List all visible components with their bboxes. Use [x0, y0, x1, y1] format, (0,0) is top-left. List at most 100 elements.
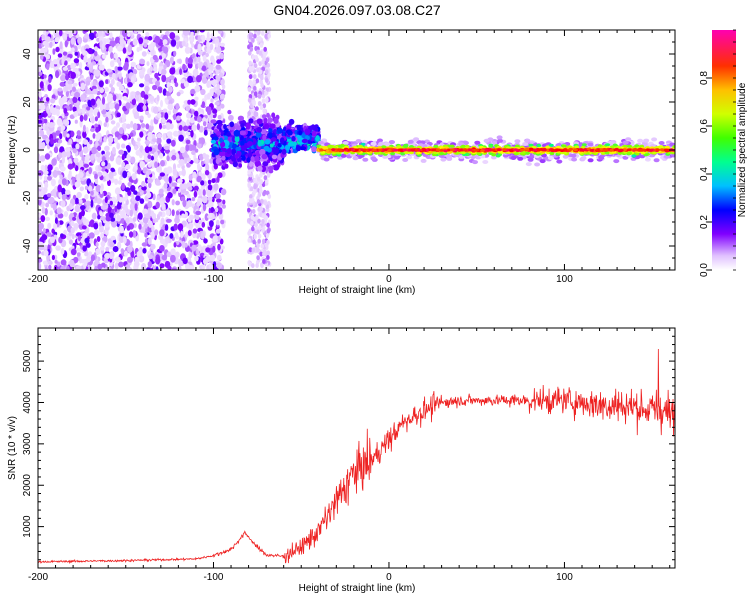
spectrogram-cell: [83, 55, 88, 63]
spectrogram-cell: [53, 231, 58, 236]
spectrogram-cell: [273, 117, 279, 124]
spectrogram-cell: [65, 147, 71, 152]
spectrogram-cell: [77, 217, 83, 225]
spectrogram-cell: [60, 187, 66, 196]
spectrogram-cell: [196, 116, 202, 123]
spectrogram-cell: [52, 169, 58, 178]
spectrogram-cell: [458, 154, 465, 159]
spectrogram-cell: [111, 146, 116, 155]
spectrogram-cell: [160, 160, 165, 167]
spectrogram-cell: [263, 52, 267, 58]
spectrogram-cell: [235, 125, 242, 131]
spectrogram-cell: [261, 213, 266, 219]
spectrogram-cell: [158, 211, 163, 217]
spectrogram-cell: [72, 177, 76, 186]
spectrogram-cell: [96, 236, 101, 242]
spectrogram-cell: [75, 265, 82, 270]
spectrogram-cell: [86, 142, 91, 149]
spectrogram-cell: [210, 119, 217, 124]
spectrogram-cell: [72, 82, 78, 87]
spectrogram-cell: [67, 80, 73, 85]
spectrogram-cell: [197, 43, 202, 51]
spectrogram-cell: [117, 45, 123, 52]
spectrogram-cell: [162, 108, 168, 113]
spectrogram-cell: [182, 199, 187, 208]
spectrogram-cell: [86, 255, 92, 263]
spectrogram-cell: [127, 245, 133, 253]
spectrogram-cell: [57, 184, 62, 193]
spectrogram-cell: [158, 87, 163, 94]
spectrogram-cell: [249, 194, 253, 200]
spectrogram-cell: [82, 146, 89, 154]
spectrogram-cell: [66, 265, 70, 270]
spectrogram-cell: [43, 74, 47, 79]
spectrogram-cell: [99, 58, 103, 66]
spectrogram-cell: [84, 85, 88, 92]
spectrogram-cell: [317, 140, 324, 145]
spectrogram-cell: [97, 263, 103, 270]
spectrogram-cell: [217, 114, 222, 120]
spectrogram-cell: [177, 223, 184, 232]
spectrogram-cell: [114, 178, 119, 185]
spectrogram-cell: [79, 114, 84, 122]
spectrogram-cell: [214, 37, 220, 45]
spectrogram-cell: [97, 214, 101, 220]
spectrogram-cell: [258, 69, 263, 75]
spectrogram-cell: [138, 70, 145, 76]
spectrogram-cell: [261, 227, 265, 233]
spectrogram-cell: [277, 143, 282, 148]
spectrogram-cell: [209, 43, 214, 50]
spectrogram-cell: [114, 205, 118, 213]
spectrogram-cell: [136, 46, 140, 53]
spectrogram-cell: [165, 218, 172, 223]
spectrogram-cell: [43, 175, 48, 181]
spectrogram-cell: [156, 94, 160, 102]
spectrogram-cell: [57, 213, 64, 219]
spectrogram-cell: [93, 229, 100, 236]
spectrogram-cell: [41, 206, 46, 214]
spectrogram-cell: [95, 241, 99, 248]
spectrogram-cell: [247, 237, 251, 243]
spectrogram-cell: [65, 189, 71, 195]
spectrogram-cell: [62, 34, 67, 39]
spectrogram-cell: [170, 248, 176, 255]
spectrogram-cell: [42, 260, 49, 266]
spectrogram-cell: [55, 70, 60, 79]
spectrogram-cell: [174, 232, 179, 239]
spectrogram-cell: [174, 251, 180, 258]
spectrogram-cell: [147, 207, 152, 216]
spectrogram-cell: [130, 120, 134, 128]
spectrogram-cell: [90, 128, 95, 132]
spectrogram-cell: [171, 154, 177, 161]
spectrogram-cell: [265, 97, 269, 103]
spectrogram-cell: [158, 55, 163, 60]
spectrogram-cell: [268, 127, 273, 134]
spectrogram-cell: [127, 190, 132, 196]
spectrogram-cell: [262, 251, 266, 257]
spectrogram-cell: [163, 182, 168, 189]
spectrogram-cell: [118, 235, 125, 243]
spectrogram-cell: [150, 50, 155, 56]
spectrogram-cell: [166, 166, 173, 174]
spectrogram-cell: [265, 57, 270, 63]
spectrogram-cell: [201, 77, 208, 84]
spectrogram-cell: [75, 197, 79, 204]
spectrogram-cell: [68, 170, 72, 177]
spectrogram-cell: [79, 159, 84, 167]
spectrogram-cell: [258, 61, 262, 67]
spectrogram-cell: [96, 37, 100, 42]
spectrogram-cell: [204, 70, 209, 77]
spectrogram-cell: [200, 232, 205, 240]
spectrogram-cell: [227, 109, 232, 115]
spectrogram-cell: [129, 202, 135, 211]
spectrogram-cell: [201, 221, 206, 228]
spectrogram-cell: [231, 148, 237, 155]
spectrogram-cell: [130, 91, 136, 97]
spectrogram-heatmap: [38, 30, 675, 270]
spectrogram-cell: [155, 256, 161, 265]
spectrogram-cell: [49, 236, 56, 244]
spectrogram-cell: [257, 101, 262, 106]
spectrogram-cell: [73, 223, 80, 229]
spectrogram-cell: [670, 153, 675, 158]
